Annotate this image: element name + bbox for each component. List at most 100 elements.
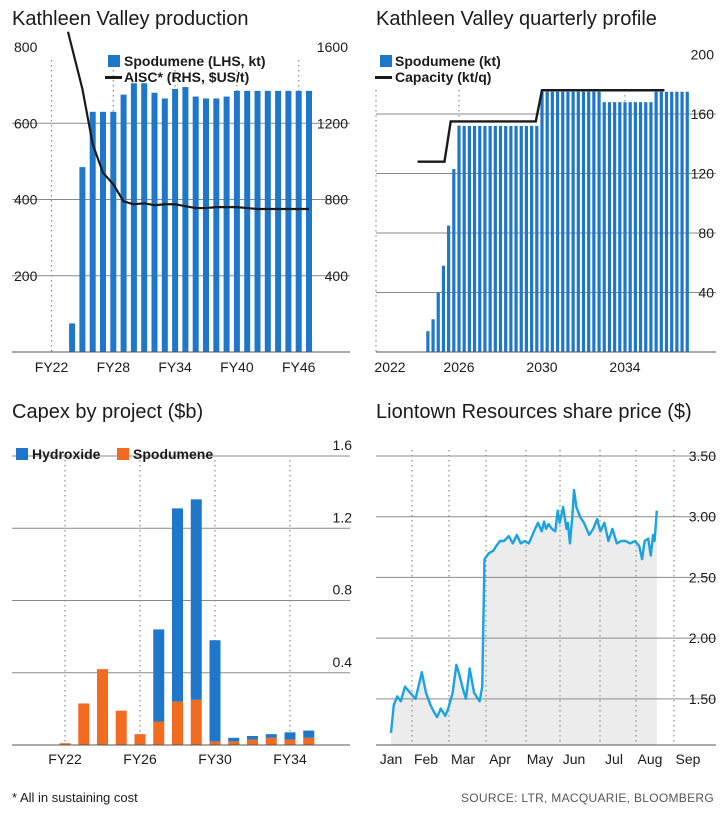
quarterly-x-tick: 2026 bbox=[443, 359, 474, 375]
share-x-tick: Feb bbox=[414, 751, 438, 767]
production-x-tick: FY22 bbox=[35, 359, 69, 375]
quarterly-spodumene-bar bbox=[675, 91, 679, 352]
production-spodumene-bar bbox=[306, 90, 312, 352]
capex-hydroxide-bar bbox=[172, 508, 183, 702]
capex-x-tick: FY26 bbox=[123, 751, 157, 767]
quarterly-spodumene-bar bbox=[613, 102, 617, 353]
quarterly-spodumene-bar bbox=[550, 91, 554, 352]
production-x-tick: FY46 bbox=[282, 359, 316, 375]
production-spodumene-bar bbox=[100, 111, 106, 352]
quarterly-spodumene-bar bbox=[530, 125, 534, 352]
capex-hydroxide-bar bbox=[265, 734, 277, 738]
production-spodumene-bar bbox=[203, 98, 209, 352]
capex-spodumene-bar bbox=[153, 721, 165, 745]
quarterly-spodumene-bar bbox=[514, 125, 518, 352]
share-x-tick: Jul bbox=[605, 751, 623, 767]
production-x-tick: FY28 bbox=[97, 359, 131, 375]
capex-legend-label-spodumene: Spodumene bbox=[133, 446, 213, 462]
quarterly-spodumene-bar bbox=[644, 102, 648, 353]
share-price-area bbox=[391, 490, 657, 745]
capex-legend-hydroxide-swatch bbox=[16, 448, 28, 460]
quarterly-right-tick: 80 bbox=[698, 225, 714, 241]
share-x-tick: Apr bbox=[489, 751, 511, 767]
capex-spodumene-bar bbox=[97, 669, 108, 745]
capex-spodumene-bar bbox=[303, 737, 315, 745]
production-spodumene-bar bbox=[161, 98, 168, 352]
quarterly-spodumene-bar bbox=[457, 125, 461, 352]
share-right-tick: 3.00 bbox=[689, 509, 716, 525]
production-spodumene-bar bbox=[264, 90, 271, 352]
quarterly-spodumene-bar bbox=[504, 125, 508, 352]
quarterly-chart-title: Kathleen Valley quarterly profile bbox=[376, 8, 657, 30]
quarterly-legend: Spodumene (kt) Capacity (kt/q) bbox=[375, 53, 501, 85]
quarterly-right-tick: 200 bbox=[691, 47, 715, 63]
quarterly-spodumene-bar bbox=[488, 125, 492, 352]
production-legend-label-aisc: AISC* (RHS, $US/t) bbox=[124, 69, 249, 85]
quarterly-spodumene-bar bbox=[519, 125, 523, 352]
capex-hydroxide-bar bbox=[247, 735, 258, 740]
quarterly-spodumene-bar bbox=[659, 91, 663, 352]
quarterly-spodumene-bar bbox=[493, 125, 497, 352]
share-chart: 1.50 2.00 2.50 3.00 3.50 Jan Feb Mar Apr May Jun Ju… bbox=[376, 448, 716, 767]
quarterly-spodumene-bar bbox=[540, 91, 544, 352]
quarterly-spodumene-bar bbox=[633, 102, 637, 353]
production-spodumene-bar bbox=[192, 96, 199, 352]
quarterly-x-tick: 2022 bbox=[374, 359, 405, 375]
capex-legend: Hydroxide Spodumene bbox=[16, 446, 213, 462]
quarterly-spodumene-bar bbox=[524, 125, 529, 352]
capex-chart-title: Capex by project ($b) bbox=[12, 401, 203, 423]
quarterly-spodumene-bar bbox=[431, 319, 435, 352]
capex-legend-label-hydroxide: Hydroxide bbox=[32, 446, 101, 462]
production-spodumene-bar bbox=[89, 111, 96, 352]
production-right-tick: 800 bbox=[325, 192, 349, 208]
quarterly-spodumene-bar bbox=[685, 91, 689, 352]
production-spodumene-bar bbox=[182, 87, 189, 352]
production-spodumene-bar bbox=[285, 90, 292, 352]
quarterly-spodumene-bar bbox=[498, 125, 503, 352]
quarterly-spodumene-bar bbox=[628, 102, 632, 353]
production-spodumene-bar bbox=[275, 90, 282, 352]
capex-spodumene-bar bbox=[59, 743, 71, 745]
production-left-tick: 800 bbox=[14, 39, 38, 55]
quarterly-spodumene-bar bbox=[535, 125, 539, 352]
quarterly-spodumene-bar bbox=[654, 91, 658, 352]
production-left-tick: 400 bbox=[14, 192, 38, 208]
quarterly-x-tick: 2034 bbox=[609, 359, 640, 375]
quarterly-spodumene-bar bbox=[509, 125, 513, 352]
capex-x-tick: FY30 bbox=[198, 751, 232, 767]
capex-legend-spodumene-swatch bbox=[117, 448, 129, 460]
production-spodumene-bar bbox=[172, 88, 179, 352]
capex-spodumene-bar bbox=[172, 701, 183, 745]
capex-chart: 0.4 0.8 1.2 1.6 FY22 FY26 FY30 FY34 bbox=[12, 437, 352, 767]
quarterly-spodumene-bar bbox=[581, 91, 586, 352]
share-right-tick: 3.50 bbox=[689, 448, 716, 464]
production-spodumene-bar bbox=[244, 90, 251, 352]
capex-right-tick: 1.6 bbox=[333, 437, 353, 453]
capex-right-tick: 0.8 bbox=[333, 582, 353, 598]
quarterly-spodumene-bar bbox=[478, 125, 482, 352]
quarterly-spodumene-bar bbox=[571, 91, 575, 352]
footnote: * All in sustaining cost bbox=[12, 790, 138, 805]
production-aisc-line bbox=[66, 31, 309, 211]
capex-hydroxide-bar bbox=[209, 640, 221, 742]
capex-spodumene-bar bbox=[134, 734, 146, 745]
quarterly-spodumene-bar bbox=[602, 102, 606, 353]
production-spodumene-bar bbox=[223, 96, 230, 352]
quarterly-spodumene-bar bbox=[664, 91, 669, 352]
production-legend-bar-swatch bbox=[108, 55, 120, 67]
capex-x-tick: FY34 bbox=[273, 751, 307, 767]
production-x-tick: FY40 bbox=[220, 359, 254, 375]
quarterly-spodumene-bar bbox=[452, 169, 456, 352]
source-credit: SOURCE: LTR, MACQUARIE, BLOOMBERG bbox=[461, 791, 714, 805]
quarterly-spodumene-bar bbox=[576, 91, 580, 352]
quarterly-right-tick: 120 bbox=[691, 166, 715, 182]
share-x-tick: Sep bbox=[676, 751, 701, 767]
production-spodumene-bar bbox=[79, 167, 86, 352]
share-right-tick: 1.50 bbox=[689, 691, 716, 707]
quarterly-legend-bar-swatch bbox=[380, 55, 392, 67]
production-left-tick: 600 bbox=[14, 115, 38, 131]
production-right-tick: 1200 bbox=[317, 115, 348, 131]
quarterly-spodumene-bar bbox=[607, 102, 612, 353]
quarterly-chart: 40 80 120 160 200 2022 2026 2030 2034 bbox=[374, 47, 716, 375]
